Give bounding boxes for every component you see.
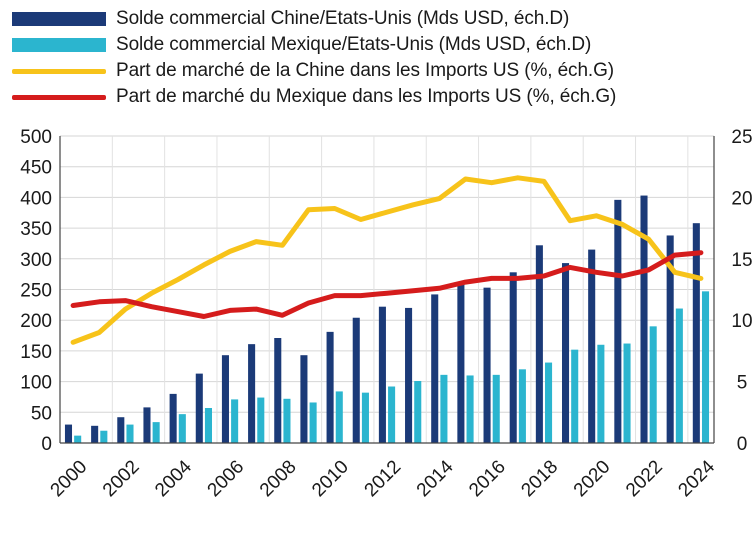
bar-mexico-balance-2004 — [178, 414, 186, 443]
legend-item-china-balance: Solde commercial Chine/Etats-Unis (Mds U… — [12, 6, 616, 32]
bar-mexico-balance-2020 — [597, 344, 605, 443]
legend-label-china-share: Part de marché de la Chine dans les Impo… — [116, 60, 615, 81]
left-tick-label: 400 — [20, 188, 52, 209]
legend-swatch-mexico-share — [12, 94, 106, 100]
bar-china-balance-2005 — [195, 373, 203, 443]
bar-china-balance-2008 — [274, 338, 282, 443]
left-tick-label: 500 — [20, 127, 52, 148]
bar-mexico-balance-2024 — [701, 291, 710, 443]
right-tick-label: 15 — [731, 250, 752, 271]
legend-swatch-china-balance — [12, 12, 106, 26]
bar-china-balance-2023 — [666, 235, 674, 443]
bar-china-balance-2015 — [457, 282, 465, 443]
bar-china-balance-2003 — [143, 407, 151, 443]
bar-mexico-balance-2015 — [466, 375, 474, 443]
bar-china-balance-2011 — [352, 317, 360, 443]
left-tick-label: 350 — [20, 219, 52, 240]
bar-china-balance-2014 — [431, 294, 439, 443]
legend-swatch-china-share — [12, 68, 106, 74]
left-tick-label: 450 — [20, 158, 52, 179]
bar-china-balance-2022 — [640, 195, 648, 443]
legend-label-mexico-balance: Solde commercial Mexique/Etats-Unis (Mds… — [116, 34, 592, 55]
bar-china-balance-2020 — [588, 249, 596, 443]
right-tick-label: 20 — [731, 188, 752, 209]
x-tick-label: 2008 — [256, 456, 301, 501]
x-tick-label: 2018 — [517, 456, 562, 501]
bar-mexico-balance-2000 — [74, 435, 82, 443]
bar-mexico-balance-2003 — [152, 422, 160, 443]
x-tick-label: 2022 — [622, 456, 667, 501]
legend-item-mexico-share: Part de marché du Mexique dans les Impor… — [12, 84, 616, 110]
right-tick-label: 5 — [737, 373, 748, 394]
bar-china-balance-2012 — [378, 306, 386, 443]
x-tick-label: 2016 — [465, 456, 510, 501]
bar-mexico-balance-2019 — [571, 349, 579, 443]
bar-mexico-balance-2006 — [231, 399, 239, 443]
left-tick-label: 200 — [20, 311, 52, 332]
bars — [64, 195, 710, 443]
axes — [59, 136, 715, 444]
bar-mexico-balance-2018 — [545, 362, 553, 443]
x-tick-label: 2024 — [674, 456, 719, 501]
legend-item-mexico-balance: Solde commercial Mexique/Etats-Unis (Mds… — [12, 32, 616, 58]
bar-mexico-balance-2001 — [100, 430, 108, 443]
bar-china-balance-2001 — [91, 425, 99, 443]
bar-china-balance-2013 — [405, 307, 413, 443]
bar-china-balance-2000 — [64, 424, 73, 443]
bar-china-balance-2016 — [483, 287, 491, 443]
bar-mexico-balance-2014 — [440, 374, 448, 443]
x-tick-label: 2012 — [361, 456, 406, 501]
bar-china-balance-2006 — [221, 355, 229, 443]
bar-mexico-balance-2016 — [492, 374, 500, 443]
legend-label-mexico-share: Part de marché du Mexique dans les Impor… — [116, 86, 617, 107]
line-mexico-share — [70, 250, 704, 319]
x-tick-label: 2002 — [99, 456, 144, 501]
x-tick-label: 2004 — [151, 456, 196, 501]
bar-china-balance-2009 — [300, 355, 308, 443]
bar-mexico-balance-2008 — [283, 398, 291, 443]
bar-mexico-balance-2022 — [649, 326, 657, 443]
bar-mexico-balance-2005 — [204, 408, 213, 443]
bar-mexico-balance-2012 — [388, 386, 396, 443]
bar-mexico-balance-2023 — [675, 308, 683, 443]
bar-mexico-balance-2011 — [361, 392, 369, 443]
bar-china-balance-2021 — [614, 199, 622, 443]
legend-swatch-mexico-balance — [12, 38, 106, 52]
right-tick-label: 25 — [731, 127, 752, 148]
left-tick-label: 300 — [20, 250, 52, 271]
left-tick-label: 150 — [20, 342, 52, 363]
left-tick-label: 0 — [41, 434, 52, 455]
bar-mexico-balance-2007 — [257, 397, 265, 443]
right-tick-label: 10 — [731, 311, 752, 332]
x-tick-label: 2010 — [308, 456, 353, 501]
bar-mexico-balance-2013 — [414, 380, 422, 443]
legend-label-china-balance: Solde commercial Chine/Etats-Unis (Mds U… — [116, 8, 570, 29]
bar-mexico-balance-2002 — [126, 424, 134, 443]
bar-china-balance-2017 — [509, 272, 517, 443]
x-tick-label: 2014 — [413, 456, 458, 501]
x-tick-label: 2020 — [570, 456, 615, 501]
bar-china-balance-2019 — [561, 263, 570, 443]
lines — [70, 175, 704, 345]
bar-china-balance-2007 — [248, 344, 256, 443]
bar-mexico-balance-2017 — [518, 369, 526, 443]
bar-china-balance-2004 — [169, 393, 177, 443]
legend: Solde commercial Chine/Etats-Unis (Mds U… — [12, 6, 616, 110]
x-tick-label: 2006 — [204, 456, 249, 501]
bar-mexico-balance-2010 — [335, 391, 343, 443]
left-tick-label: 50 — [31, 403, 52, 424]
bar-mexico-balance-2021 — [623, 343, 631, 443]
left-tick-label: 250 — [20, 281, 52, 302]
bar-china-balance-2018 — [535, 245, 543, 443]
bar-china-balance-2010 — [326, 331, 334, 443]
bar-china-balance-2002 — [117, 417, 125, 443]
line-china-share — [70, 175, 704, 345]
bar-mexico-balance-2009 — [309, 402, 317, 443]
right-tick-label: 0 — [737, 434, 748, 455]
legend-item-china-share: Part de marché de la Chine dans les Impo… — [12, 58, 616, 84]
x-tick-label: 2000 — [47, 456, 92, 501]
left-tick-label: 100 — [20, 373, 52, 394]
bar-china-balance-2024 — [692, 223, 700, 443]
